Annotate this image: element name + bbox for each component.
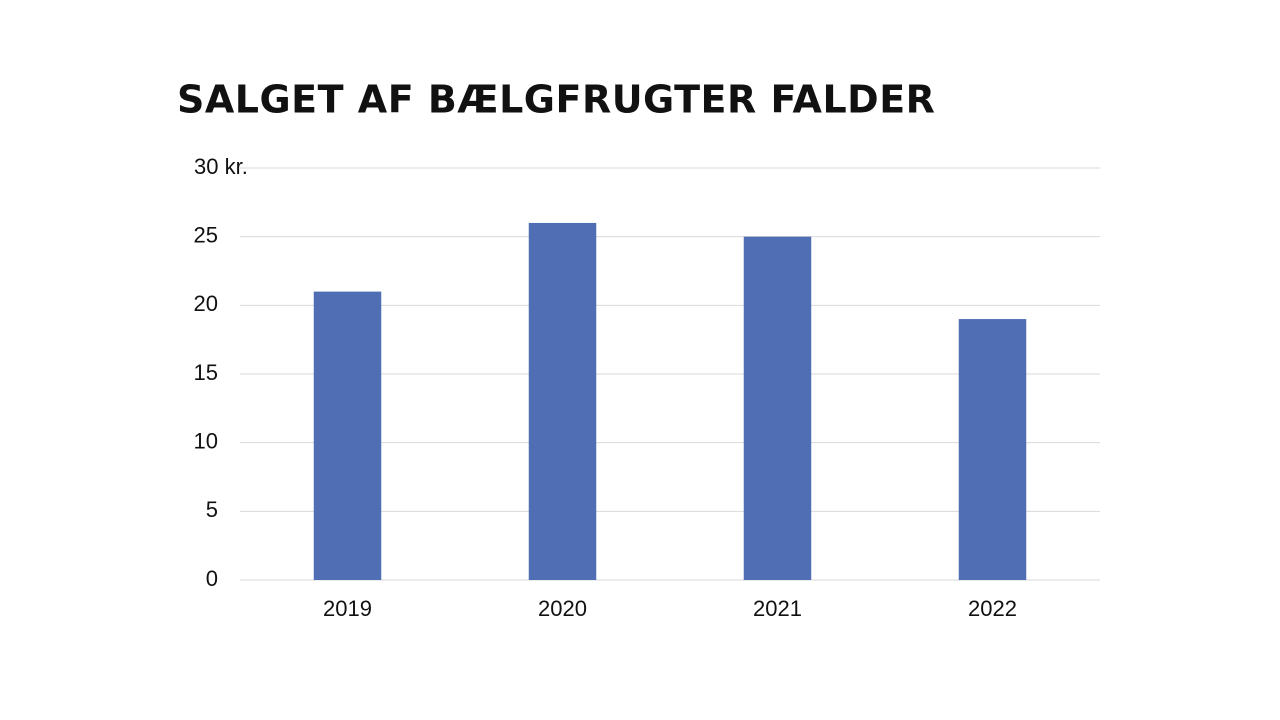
- y-tick-label: 30 kr.: [194, 154, 248, 179]
- x-tick-label: 2020: [538, 596, 587, 621]
- x-tick-label: 2022: [968, 596, 1017, 621]
- bar: [528, 222, 597, 580]
- y-tick-label: 0: [206, 566, 218, 591]
- bar: [743, 236, 812, 580]
- y-tick-label: 25: [194, 222, 218, 247]
- y-tick-label: 5: [206, 497, 218, 522]
- bar: [313, 291, 382, 580]
- x-tick-label: 2021: [753, 596, 802, 621]
- y-tick-label: 20: [194, 291, 218, 316]
- x-tick-label: 2019: [323, 596, 372, 621]
- y-tick-label: 10: [194, 428, 218, 453]
- bar: [958, 319, 1027, 580]
- chart-title: SALGET AF BÆLGFRUGTER FALDER: [177, 78, 935, 122]
- y-tick-label: 15: [194, 360, 218, 385]
